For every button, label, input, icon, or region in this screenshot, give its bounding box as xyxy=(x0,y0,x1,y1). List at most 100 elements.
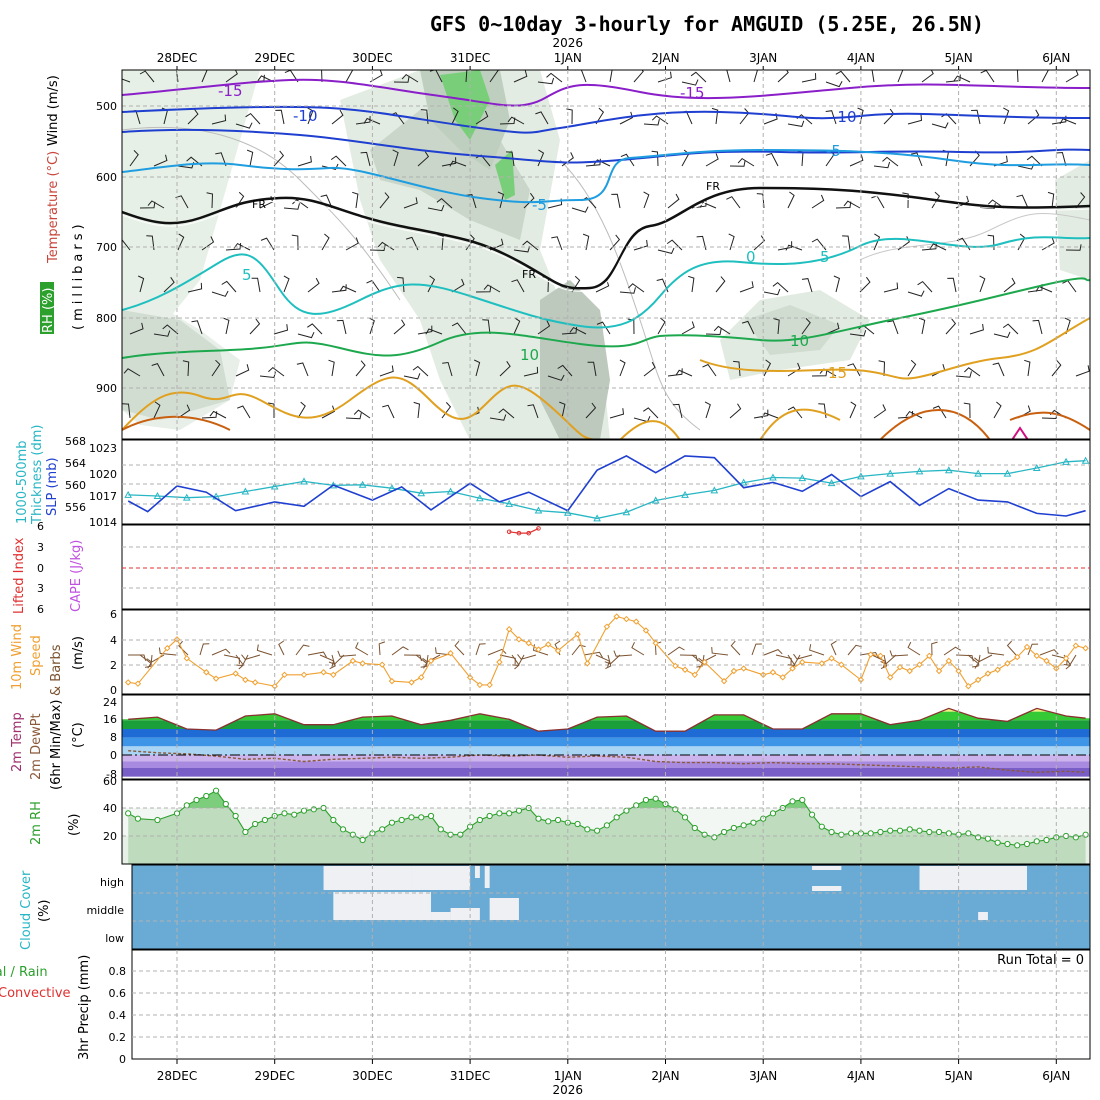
contour-label: 5 xyxy=(820,248,830,266)
bottom-date-label: 6JAN xyxy=(1042,1069,1070,1083)
upper-wind-barb xyxy=(801,73,817,83)
wind-speed-point xyxy=(1033,652,1040,660)
cloud-block xyxy=(411,866,471,890)
upper-wind-barb xyxy=(475,285,492,293)
rh-point xyxy=(877,828,884,836)
rh-tick: 60 xyxy=(103,775,117,788)
wind-barb xyxy=(889,650,909,657)
contour-label: FR xyxy=(522,268,536,281)
rh-point xyxy=(203,792,210,800)
wind-speed-point xyxy=(818,660,826,667)
rh-point xyxy=(799,796,806,804)
upper-wind-barb xyxy=(1032,319,1043,335)
cloud-block xyxy=(431,912,451,920)
wind-speed-point xyxy=(887,674,894,681)
contour-label: -15 xyxy=(680,84,705,102)
wind-speed-point xyxy=(1014,653,1021,661)
bottom-date-label: 28DEC xyxy=(157,1069,197,1083)
wind-speed-point xyxy=(476,681,484,689)
thickness-point xyxy=(270,482,279,490)
thickness-point xyxy=(681,490,689,498)
top-date-label: 31DEC xyxy=(450,51,490,65)
precip-tick: 0 xyxy=(119,1053,126,1066)
upper-wind-barb xyxy=(163,277,175,293)
upper-wind-barb xyxy=(643,118,660,126)
cloud-block xyxy=(489,898,519,920)
upper-wind-barb xyxy=(787,362,801,377)
upper-wind-barb xyxy=(122,78,131,83)
thickness-point xyxy=(915,467,924,475)
upper-wind-barb xyxy=(1003,277,1016,293)
upper-wind-barb xyxy=(801,278,813,293)
thickness-point xyxy=(769,473,777,481)
rh-point xyxy=(984,835,992,842)
rh-point xyxy=(408,814,415,821)
wind-speed-point xyxy=(603,623,611,630)
wind-barb xyxy=(974,654,993,663)
upper-wind-barb xyxy=(355,116,371,125)
wind-speed-point xyxy=(916,661,923,668)
wind-speed-point xyxy=(525,639,532,647)
wind-barb xyxy=(178,640,189,656)
axis-label-total-rain: Total / Rain xyxy=(0,965,48,980)
temp-line xyxy=(128,707,1086,732)
rh-point xyxy=(603,822,610,829)
slp-tick: 1014 xyxy=(89,516,117,529)
upper-wind-barb xyxy=(436,197,453,209)
upper-wind-barb xyxy=(753,409,769,419)
cloud-block xyxy=(978,912,988,920)
wind-speed-point xyxy=(418,674,425,681)
upper-wind-barb xyxy=(921,70,934,83)
thickness-point xyxy=(153,491,162,499)
temp2m-panel: 24 16 8 0 -8 2m Temp 2m DewPt (6hr Min/M… xyxy=(10,694,1091,790)
wind-speed-point xyxy=(613,613,620,620)
upper-wind-barb xyxy=(643,407,659,419)
wind-barb xyxy=(730,640,741,656)
upper-wind-barb xyxy=(321,70,323,83)
wind-barb xyxy=(329,654,336,670)
upper-wind-barb xyxy=(585,402,597,419)
upper-wind-barb xyxy=(547,374,565,381)
rh-point xyxy=(769,810,777,817)
contour-label: 15 xyxy=(828,364,847,382)
rh-point xyxy=(359,836,366,844)
wind-speed-point xyxy=(681,666,689,673)
rh-tick: 40 xyxy=(103,802,117,815)
pressure-tick: 500 xyxy=(96,100,117,113)
upper-wind-barb xyxy=(705,153,719,167)
upper-wind-barb xyxy=(221,280,237,293)
rh-point xyxy=(1014,842,1021,849)
wind-barb xyxy=(475,643,486,656)
wind-barb xyxy=(378,641,386,656)
wind-barb xyxy=(793,653,813,660)
upper-wind-barb xyxy=(753,235,766,251)
upper-wind-barb xyxy=(969,323,984,335)
upper-wind-barb xyxy=(331,109,344,125)
wind-barb xyxy=(775,654,792,665)
upper-wind-barb xyxy=(667,193,680,209)
rh-point xyxy=(906,826,913,833)
upper-wind-barb xyxy=(537,320,551,335)
thickness-point xyxy=(974,469,982,477)
wind-barb xyxy=(763,649,783,656)
thickness-point xyxy=(827,479,836,487)
upper-wind-barb xyxy=(773,318,780,335)
lifted-index-point xyxy=(536,526,541,531)
upper-wind-barb xyxy=(451,322,467,335)
wind-barb xyxy=(987,646,1005,656)
upper-wind-barb xyxy=(397,276,405,293)
thickness-point xyxy=(886,469,895,477)
wind-barb xyxy=(583,651,603,658)
wind-barb xyxy=(211,648,231,656)
upper-wind-barb xyxy=(777,70,789,83)
wind-speed-point xyxy=(486,681,493,689)
upper-wind-barb xyxy=(657,71,672,83)
rh-point xyxy=(848,830,855,837)
upper-wind-barb xyxy=(763,288,781,296)
rh-point xyxy=(134,815,142,822)
slp-tick: 1017 xyxy=(89,490,117,503)
upper-wind-barb xyxy=(393,319,406,335)
upper-wind-barb xyxy=(442,361,453,377)
upper-wind-barb xyxy=(211,359,221,377)
lifted-index-point xyxy=(516,530,522,536)
